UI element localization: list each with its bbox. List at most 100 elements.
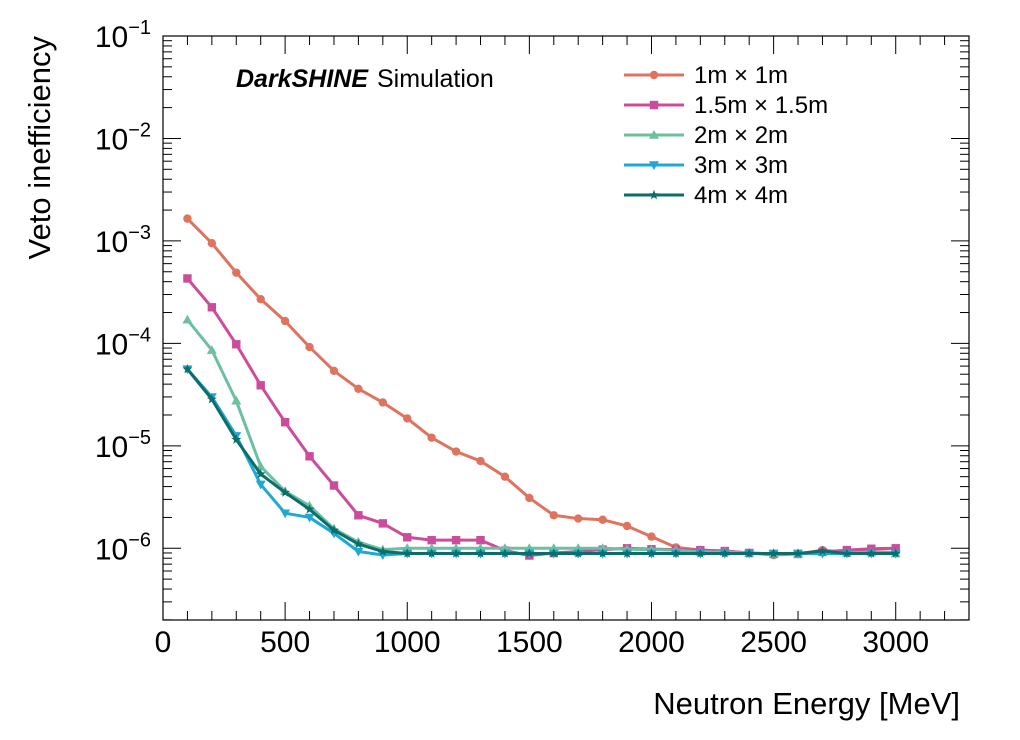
data-point: [231, 395, 242, 405]
data-point: [451, 548, 462, 558]
data-point: [670, 548, 681, 558]
data-point: [354, 511, 363, 520]
x-axis-title: Neutron Energy [MeV]: [653, 686, 960, 721]
legend-item: 1.5m × 1.5m: [624, 92, 828, 119]
data-point: [232, 268, 241, 277]
x-tick-label: 0: [155, 626, 172, 659]
data-point: [476, 456, 485, 466]
simulation-label: Simulation: [377, 65, 494, 93]
data-point: [402, 548, 413, 558]
data-point: [280, 487, 291, 497]
data-point: [451, 447, 461, 456]
data-point: [255, 468, 266, 479]
tick-labels: 0 500 1000 1500 2000 2500 3000 10−6 10−5 10−4 10−3…: [95, 17, 929, 659]
y-tick-label: 10−4: [95, 324, 151, 361]
data-point: [866, 548, 877, 558]
data-point: [378, 398, 388, 407]
data-point: [793, 548, 803, 558]
legend: 1m × 1m 1.5m × 1.5m 2m × 2m 3m × 3m 4m × 4m: [624, 62, 828, 209]
data-point: [329, 366, 339, 375]
legend-label: 4m × 4m: [694, 182, 788, 209]
data-point: [304, 513, 315, 523]
data-point: [280, 418, 290, 427]
y-tick-label: 10−1: [95, 17, 151, 54]
x-tick-label: 1500: [496, 626, 563, 659]
simulation-annotation: DarkSHINE Simulation: [236, 65, 494, 93]
data-point: [183, 274, 192, 283]
data-point: [280, 509, 291, 519]
data-point: [183, 214, 192, 223]
y-tick-label: 10−5: [95, 427, 151, 464]
data-point: [647, 532, 656, 541]
data-point: [354, 384, 363, 394]
data-point: [499, 548, 510, 558]
data-point: [525, 493, 534, 503]
data-point: [476, 535, 485, 545]
data-point: [305, 342, 314, 352]
data-point: [256, 381, 265, 390]
data-point: [451, 535, 461, 545]
data-point: [305, 452, 314, 461]
data-point: [426, 548, 437, 558]
data-point: [206, 345, 217, 354]
data-point: [427, 535, 436, 545]
data-point: [890, 548, 901, 558]
data-point: [182, 314, 193, 324]
brand-name: DarkSHINE: [236, 65, 369, 93]
legend-item: 4m × 4m: [624, 182, 788, 209]
series-group: [182, 214, 901, 560]
data-point: [622, 548, 633, 558]
legend-item: 2m × 2m: [624, 122, 788, 149]
data-point: [206, 394, 217, 404]
data-point: [475, 548, 486, 558]
series-5: [182, 363, 901, 558]
data-point: [207, 303, 217, 312]
legend-swatch-marker: [649, 161, 659, 170]
legend-label: 1m × 1m: [694, 62, 788, 89]
data-point: [622, 521, 632, 531]
data-point: [232, 340, 241, 349]
data-point: [377, 546, 388, 556]
legend-label: 1.5m × 1.5m: [694, 92, 828, 119]
data-point: [403, 533, 412, 542]
plot-frame: [162, 35, 970, 621]
x-tick-label: 3000: [862, 626, 929, 659]
y-tick-label: 10−6: [95, 529, 151, 566]
data-point: [329, 525, 339, 535]
data-point: [378, 519, 388, 528]
data-point: [548, 548, 559, 558]
data-point: [353, 538, 364, 549]
x-tick-label: 2500: [740, 626, 807, 659]
data-point: [304, 504, 315, 514]
series-line: [185, 367, 898, 555]
data-point: [549, 511, 558, 520]
data-point: [524, 548, 535, 558]
legend-swatch-marker: [649, 189, 659, 200]
y-tick-label: 10−3: [95, 222, 151, 259]
legend-label: 3m × 3m: [694, 152, 788, 179]
legend-item: 1m × 1m: [624, 62, 788, 89]
data-point: [427, 433, 436, 442]
data-point: [280, 316, 290, 326]
legend-swatch-marker: [649, 70, 659, 80]
data-point: [646, 548, 657, 558]
legend-item: 3m × 3m: [624, 152, 788, 179]
data-point: [182, 363, 193, 374]
legend-swatch-marker: [649, 130, 659, 139]
data-point: [573, 548, 584, 558]
data-point: [597, 548, 608, 558]
data-point: [353, 547, 364, 557]
data-point: [719, 548, 730, 558]
data-point: [817, 545, 828, 556]
data-point: [768, 548, 779, 558]
data-point: [500, 472, 510, 481]
data-point: [256, 294, 265, 304]
data-point: [574, 514, 583, 523]
data-point: [403, 414, 412, 423]
data-point: [329, 481, 339, 490]
data-point: [231, 434, 242, 444]
legend-label: 2m × 2m: [694, 122, 788, 149]
data-point: [744, 548, 755, 558]
